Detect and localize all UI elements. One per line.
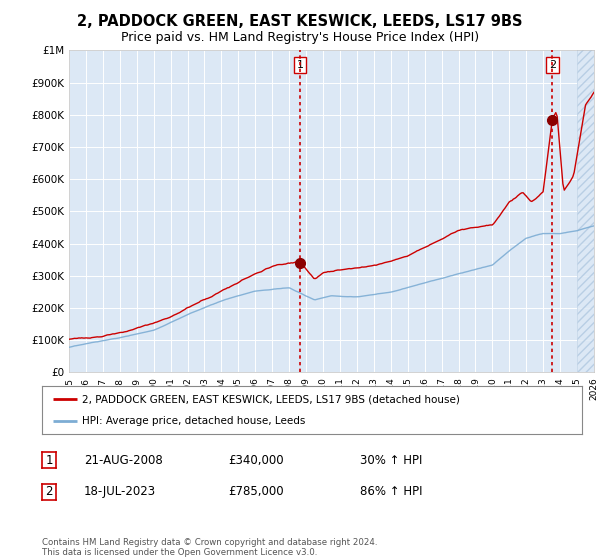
Text: 2, PADDOCK GREEN, EAST KESWICK, LEEDS, LS17 9BS (detached house): 2, PADDOCK GREEN, EAST KESWICK, LEEDS, L… xyxy=(83,394,460,404)
Text: 18-JUL-2023: 18-JUL-2023 xyxy=(84,485,156,498)
Text: £785,000: £785,000 xyxy=(228,485,284,498)
Text: 1: 1 xyxy=(296,60,304,70)
Text: 2: 2 xyxy=(549,60,556,70)
Text: Price paid vs. HM Land Registry's House Price Index (HPI): Price paid vs. HM Land Registry's House … xyxy=(121,31,479,44)
Text: 21-AUG-2008: 21-AUG-2008 xyxy=(84,454,163,467)
Text: 2: 2 xyxy=(46,485,53,498)
Text: £340,000: £340,000 xyxy=(228,454,284,467)
Text: 86% ↑ HPI: 86% ↑ HPI xyxy=(360,485,422,498)
Text: HPI: Average price, detached house, Leeds: HPI: Average price, detached house, Leed… xyxy=(83,416,306,426)
Text: 1: 1 xyxy=(46,454,53,467)
Text: Contains HM Land Registry data © Crown copyright and database right 2024.
This d: Contains HM Land Registry data © Crown c… xyxy=(42,538,377,557)
Text: 30% ↑ HPI: 30% ↑ HPI xyxy=(360,454,422,467)
Text: 2, PADDOCK GREEN, EAST KESWICK, LEEDS, LS17 9BS: 2, PADDOCK GREEN, EAST KESWICK, LEEDS, L… xyxy=(77,14,523,29)
